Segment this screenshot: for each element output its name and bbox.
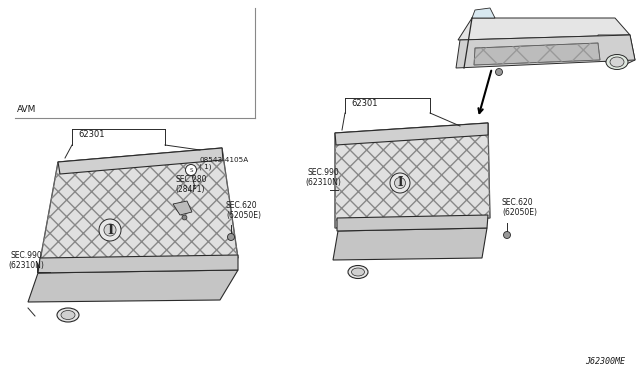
Polygon shape — [173, 201, 192, 215]
Polygon shape — [58, 148, 223, 174]
Ellipse shape — [610, 57, 624, 67]
Text: 08543-4105A
( 1): 08543-4105A ( 1) — [199, 157, 248, 170]
Polygon shape — [458, 18, 630, 40]
Text: I: I — [397, 176, 403, 189]
Text: J62300ME: J62300ME — [585, 357, 625, 366]
Ellipse shape — [606, 55, 628, 70]
Text: 62301: 62301 — [78, 130, 104, 139]
Circle shape — [394, 177, 406, 189]
Polygon shape — [472, 8, 495, 18]
Polygon shape — [337, 215, 488, 231]
Polygon shape — [335, 123, 488, 145]
Text: S: S — [189, 167, 193, 173]
Polygon shape — [474, 43, 600, 65]
Circle shape — [227, 234, 234, 241]
Ellipse shape — [348, 266, 368, 279]
Circle shape — [495, 68, 502, 76]
Text: AVM: AVM — [17, 105, 36, 114]
Text: SEC.280
(284F1): SEC.280 (284F1) — [175, 174, 207, 194]
Text: I: I — [107, 224, 113, 237]
Ellipse shape — [57, 308, 79, 322]
Polygon shape — [456, 35, 635, 68]
Polygon shape — [335, 123, 490, 228]
Text: SEC.990
(62310N): SEC.990 (62310N) — [8, 251, 44, 270]
Circle shape — [186, 164, 196, 176]
Circle shape — [504, 231, 511, 238]
Text: SEC.620
(62050E): SEC.620 (62050E) — [502, 198, 537, 217]
Ellipse shape — [351, 268, 365, 276]
Text: 62301: 62301 — [351, 99, 378, 108]
Polygon shape — [598, 35, 635, 68]
Circle shape — [390, 173, 410, 193]
Text: SEC.620
(62050E): SEC.620 (62050E) — [226, 201, 261, 220]
Circle shape — [104, 224, 116, 236]
Polygon shape — [38, 255, 238, 273]
Polygon shape — [28, 270, 238, 302]
Polygon shape — [38, 148, 238, 272]
Polygon shape — [333, 228, 487, 260]
Ellipse shape — [61, 311, 75, 320]
Text: SEC.990
(62310N): SEC.990 (62310N) — [305, 168, 341, 187]
Circle shape — [99, 219, 121, 241]
